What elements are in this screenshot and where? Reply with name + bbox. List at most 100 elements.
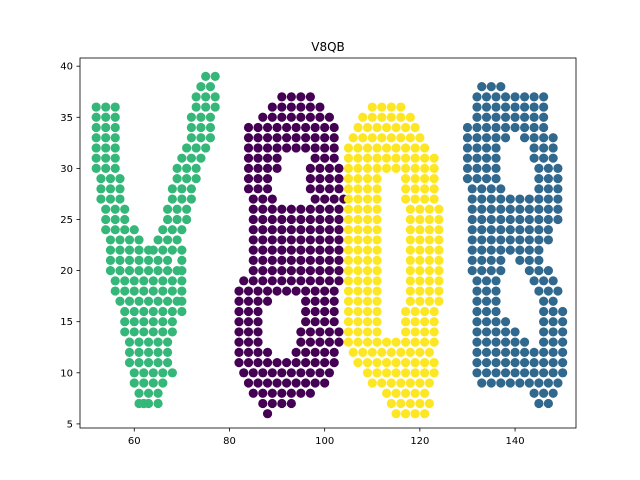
data-point — [177, 194, 187, 204]
data-point — [358, 133, 368, 143]
data-point — [553, 214, 563, 225]
data-point — [405, 204, 415, 214]
data-point — [191, 102, 201, 112]
data-point — [486, 184, 496, 194]
data-point — [101, 122, 111, 133]
data-point — [258, 214, 268, 225]
data-point — [391, 122, 401, 133]
data-point — [262, 378, 273, 388]
data-point — [481, 286, 492, 296]
data-point — [505, 235, 515, 245]
data-point — [496, 245, 506, 255]
data-point — [415, 276, 425, 286]
data-point — [91, 143, 101, 153]
data-point — [524, 255, 534, 265]
data-point — [539, 388, 549, 398]
data-point — [429, 306, 439, 317]
data-point — [153, 235, 163, 245]
data-point — [386, 398, 396, 409]
data-point — [258, 398, 268, 409]
data-point — [410, 409, 420, 419]
data-point — [467, 184, 477, 194]
data-point — [305, 184, 315, 194]
data-point — [234, 347, 244, 357]
data-point — [524, 245, 534, 255]
data-point — [505, 245, 515, 255]
data-point — [462, 122, 473, 133]
data-point — [539, 317, 549, 327]
data-point — [362, 368, 373, 378]
data-point — [124, 266, 135, 276]
data-point — [243, 296, 254, 306]
data-point — [334, 184, 344, 194]
data-point — [272, 133, 282, 143]
data-point — [248, 255, 258, 265]
data-point — [124, 245, 135, 255]
data-point — [534, 194, 544, 204]
data-point — [329, 286, 339, 296]
data-point — [529, 347, 539, 357]
data-point — [334, 276, 344, 286]
data-point — [529, 276, 539, 286]
data-point — [201, 143, 211, 153]
data-point — [496, 214, 506, 225]
data-point — [539, 347, 549, 357]
data-point — [400, 194, 411, 204]
data-point — [420, 357, 430, 368]
data-point — [420, 174, 430, 184]
data-point — [101, 204, 111, 214]
data-point — [253, 184, 263, 194]
data-point — [424, 266, 434, 276]
data-point — [267, 255, 277, 265]
data-point — [353, 286, 363, 296]
data-point — [124, 235, 135, 245]
data-point — [415, 378, 425, 388]
data-point — [386, 112, 396, 122]
data-point — [286, 235, 296, 245]
data-point — [481, 306, 492, 317]
data-point — [262, 122, 273, 133]
data-point — [296, 112, 306, 122]
data-point — [272, 153, 282, 163]
data-point — [429, 153, 439, 163]
data-point — [148, 245, 158, 255]
data-point — [329, 357, 339, 368]
data-point — [372, 225, 382, 235]
data-point — [372, 143, 382, 153]
data-point — [343, 266, 354, 276]
data-point — [139, 306, 149, 317]
data-point — [310, 317, 320, 327]
data-point — [510, 112, 520, 122]
data-point — [329, 122, 339, 133]
data-point — [96, 174, 106, 184]
data-point — [277, 398, 287, 409]
data-point — [424, 225, 434, 235]
data-point — [472, 327, 482, 337]
data-point — [486, 245, 496, 255]
data-point — [258, 112, 268, 122]
data-point — [101, 225, 111, 235]
data-point — [301, 357, 311, 368]
data-point — [429, 184, 439, 194]
data-point — [424, 286, 434, 296]
data-point — [153, 296, 163, 306]
data-point — [315, 174, 325, 184]
data-point — [481, 112, 492, 122]
data-point — [305, 112, 315, 122]
data-point — [539, 327, 549, 337]
data-point — [305, 266, 315, 276]
data-point — [291, 286, 301, 296]
data-point — [120, 317, 130, 327]
data-point — [277, 235, 287, 245]
data-point — [343, 317, 354, 327]
data-point — [134, 357, 144, 368]
data-point — [539, 92, 549, 102]
y-tick-label: 10 — [60, 368, 73, 379]
data-point — [153, 266, 163, 276]
data-point — [143, 296, 154, 306]
data-point — [177, 276, 187, 286]
data-point — [201, 102, 211, 112]
data-point — [534, 245, 544, 255]
data-point — [420, 194, 430, 204]
data-point — [158, 317, 168, 327]
